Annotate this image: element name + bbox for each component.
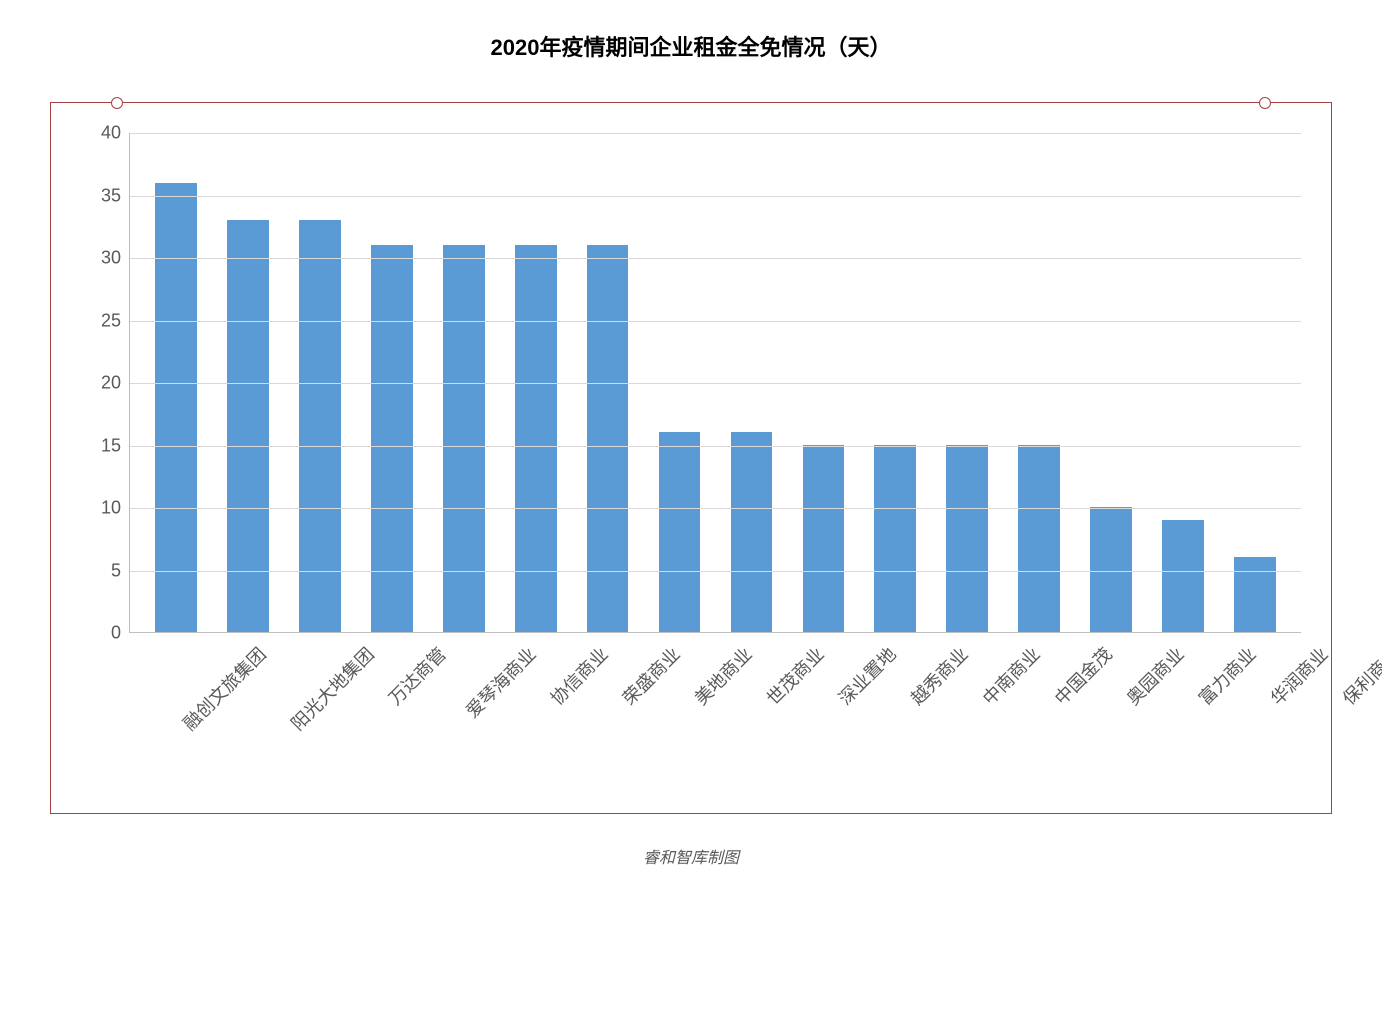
bar bbox=[874, 445, 916, 632]
chart-title: 2020年疫情期间企业租金全免情况（天） bbox=[50, 30, 1332, 62]
grid-line bbox=[130, 258, 1301, 259]
bar bbox=[946, 445, 988, 632]
grid-line bbox=[130, 446, 1301, 447]
x-tick-label: 保利商业 bbox=[1336, 641, 1382, 710]
bar bbox=[803, 445, 845, 632]
y-tick-label: 5 bbox=[111, 560, 121, 581]
bar-chart: 0510152025303540 融创文旅集团阳光大地集团万达商管爱琴海商业协信… bbox=[81, 133, 1301, 793]
grid-line bbox=[130, 196, 1301, 197]
y-axis: 0510152025303540 bbox=[81, 133, 129, 633]
y-tick-label: 20 bbox=[101, 373, 121, 394]
bar bbox=[1234, 557, 1276, 632]
bar bbox=[443, 245, 485, 632]
frame-dot-right bbox=[1259, 97, 1271, 109]
x-axis: 融创文旅集团阳光大地集团万达商管爱琴海商业协信商业荣盛商业美地商业世茂商业深业置… bbox=[81, 633, 1301, 793]
bar bbox=[515, 245, 557, 632]
grid-line bbox=[130, 321, 1301, 322]
grid-line bbox=[130, 508, 1301, 509]
y-tick-label: 30 bbox=[101, 248, 121, 269]
frame-dot-left bbox=[111, 97, 123, 109]
plot-area: 0510152025303540 bbox=[81, 133, 1301, 633]
bar bbox=[1018, 445, 1060, 632]
y-tick-label: 35 bbox=[101, 185, 121, 206]
chart-frame: 0 5 10 15 20 25 30 35 40 融创文旅集团阳光大地集团万达商管爱琴海商业协信… bbox=[50, 102, 1332, 814]
bar bbox=[659, 432, 701, 632]
y-tick-label: 15 bbox=[101, 435, 121, 456]
y-tick-label: 25 bbox=[101, 310, 121, 331]
bar bbox=[731, 432, 773, 632]
bar bbox=[371, 245, 413, 632]
bar bbox=[587, 245, 629, 632]
x-labels-container: 融创文旅集团阳光大地集团万达商管爱琴海商业协信商业荣盛商业美地商业世茂商业深业置… bbox=[129, 633, 1382, 793]
y-tick-label: 10 bbox=[101, 498, 121, 519]
y-tick-label: 0 bbox=[111, 623, 121, 644]
grid-line bbox=[130, 133, 1301, 134]
y-tick-label: 40 bbox=[101, 123, 121, 144]
bar bbox=[155, 183, 197, 632]
grid-line bbox=[130, 571, 1301, 572]
grid-canvas bbox=[129, 133, 1301, 633]
grid-line bbox=[130, 383, 1301, 384]
bar bbox=[1162, 520, 1204, 632]
x-tick-slot: 融创文旅集团 bbox=[139, 633, 247, 793]
chart-caption: 睿和智库制图 bbox=[50, 844, 1332, 868]
